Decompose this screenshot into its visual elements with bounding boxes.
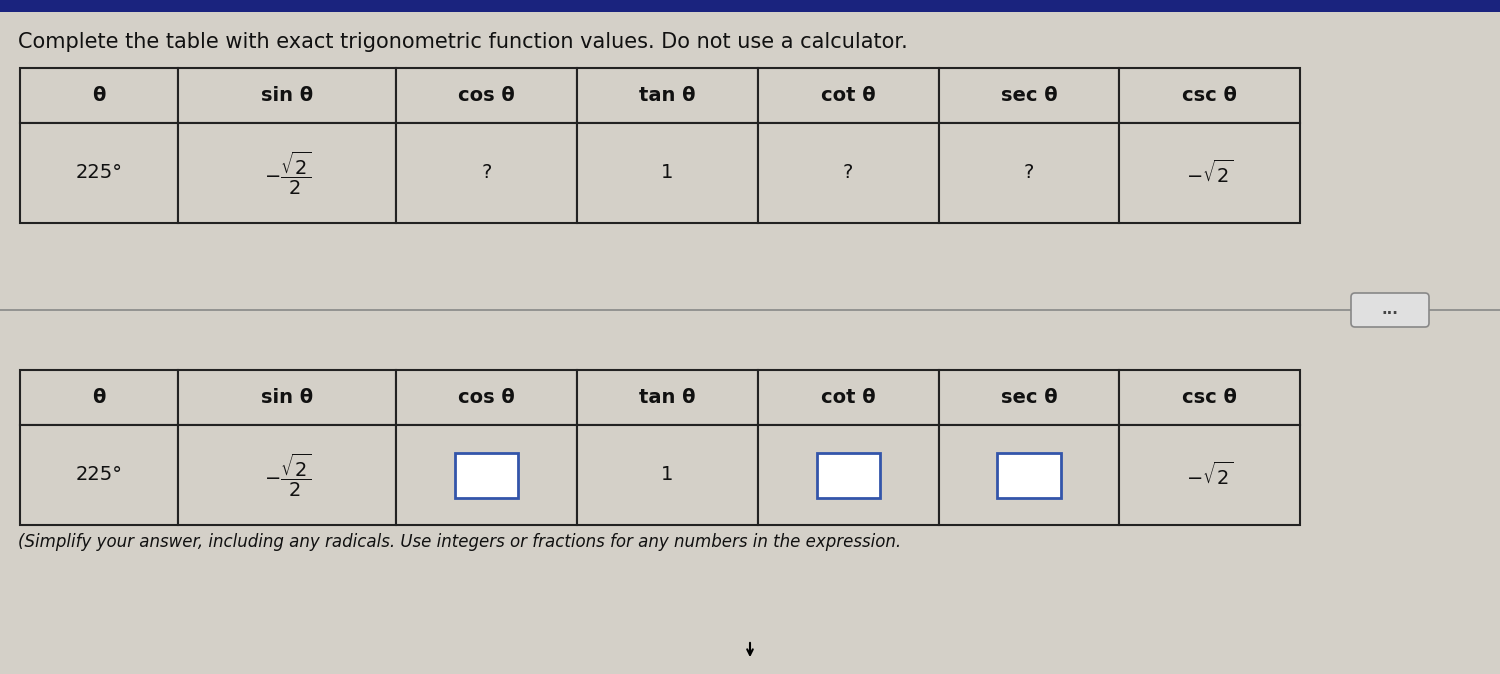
Bar [0,0,1500,12]
Bar [758,425,939,525]
Text: θ: θ [93,388,105,407]
Bar [758,68,939,123]
Text: tan θ: tan θ [639,388,696,407]
Bar [939,425,1119,525]
Bar [578,68,758,123]
Bar [20,425,178,525]
Bar [396,370,578,425]
Bar [1119,425,1300,525]
Text: sin θ: sin θ [261,86,314,105]
Bar [20,123,178,223]
Text: θ: θ [93,86,105,105]
Bar [178,425,396,525]
Bar [998,452,1060,497]
Bar [396,68,578,123]
Text: sin θ: sin θ [261,388,314,407]
Bar [178,123,396,223]
Text: Complete the table with exact trigonometric function values. Do not use a calcul: Complete the table with exact trigonomet… [18,32,908,52]
Text: 1: 1 [662,164,674,183]
Text: cos θ: cos θ [459,86,514,105]
Bar [396,123,578,223]
Bar [939,370,1119,425]
Bar [758,123,939,223]
Bar [939,68,1119,123]
Text: 1: 1 [662,466,674,485]
Bar [939,123,1119,223]
Bar [20,370,178,425]
Bar [578,370,758,425]
FancyBboxPatch shape [1352,293,1430,327]
Text: tan θ: tan θ [639,86,696,105]
Text: sec θ: sec θ [1000,86,1058,105]
Text: $-\dfrac{\sqrt{2}}{2}$: $-\dfrac{\sqrt{2}}{2}$ [264,452,310,499]
Text: csc θ: csc θ [1182,388,1238,407]
Text: ?: ? [482,164,492,183]
Text: $-\sqrt{2}$: $-\sqrt{2}$ [1186,462,1233,489]
Text: ?: ? [843,164,854,183]
Bar [20,68,178,123]
Text: cot θ: cot θ [821,86,876,105]
Text: ?: ? [1024,164,1033,183]
Bar [1119,370,1300,425]
Bar [1119,123,1300,223]
Bar [454,452,519,497]
Bar [816,452,880,497]
Text: sec θ: sec θ [1000,388,1058,407]
Text: $-\sqrt{2}$: $-\sqrt{2}$ [1186,159,1233,187]
Bar [178,370,396,425]
Text: (Simplify your answer, including any radicals. Use integers or fractions for any: (Simplify your answer, including any rad… [18,533,902,551]
Text: ...: ... [1382,303,1398,317]
Text: 225°: 225° [75,466,123,485]
Text: cot θ: cot θ [821,388,876,407]
Text: 225°: 225° [75,164,123,183]
Bar [578,123,758,223]
Text: $-\dfrac{\sqrt{2}}{2}$: $-\dfrac{\sqrt{2}}{2}$ [264,150,310,197]
Text: csc θ: csc θ [1182,86,1238,105]
Bar [1119,68,1300,123]
Bar [396,425,578,525]
Bar [178,68,396,123]
Bar [758,370,939,425]
Bar [578,425,758,525]
Text: cos θ: cos θ [459,388,514,407]
